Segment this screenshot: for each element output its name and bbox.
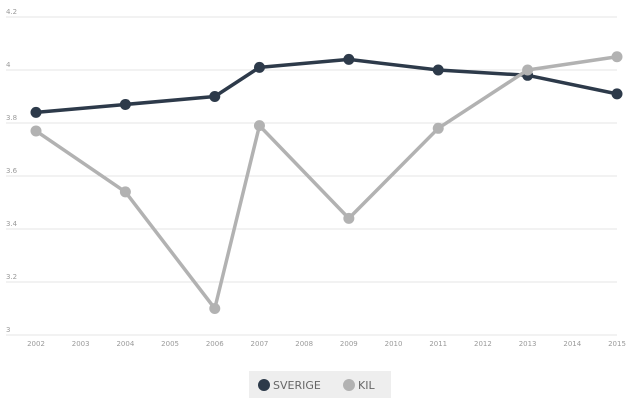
data-point-kil[interactable] <box>209 303 221 314</box>
legend-label-kil[interactable]: KIL <box>358 379 375 392</box>
data-point-sverige[interactable] <box>432 64 444 76</box>
data-point-kil[interactable] <box>432 122 444 134</box>
data-point-sverige[interactable] <box>343 53 355 65</box>
x-tick-label: 2013 <box>519 340 537 348</box>
x-tick-label: 2010 <box>385 340 403 348</box>
series-line-kil <box>34 55 619 311</box>
legend-marker-sverige <box>258 379 270 391</box>
x-tick-label: 2006 <box>206 340 224 348</box>
x-tick-label: 2015 <box>608 340 626 348</box>
x-tick-label: 2014 <box>563 340 581 348</box>
data-point-kil[interactable] <box>253 120 265 132</box>
legend-background <box>249 371 391 398</box>
y-tick-label: 3.8 <box>6 114 17 122</box>
x-tick-label: 2007 <box>251 340 269 348</box>
data-point-kil[interactable] <box>119 186 131 198</box>
y-tick-label: 3.4 <box>6 220 18 228</box>
data-point-kil[interactable] <box>611 51 623 63</box>
x-tick-label: 2003 <box>72 340 90 348</box>
legend-label-sverige[interactable]: SVERIGE <box>273 379 321 392</box>
data-point-kil[interactable] <box>522 64 534 76</box>
data-point-sverige[interactable] <box>253 61 265 73</box>
y-tick-label: 3.2 <box>6 273 17 281</box>
data-point-kil[interactable] <box>343 212 355 224</box>
grid-lines <box>6 16 617 336</box>
x-tick-label: 2009 <box>340 340 358 348</box>
x-tick-label: 2008 <box>295 340 313 348</box>
x-tick-label: 2004 <box>116 340 134 348</box>
x-axis: 2002 2003 2004 2005 2006 2007 2008 2009 2010 2011… <box>27 340 626 348</box>
y-tick-label: 4 <box>6 61 11 69</box>
data-point-kil[interactable] <box>30 125 42 137</box>
x-tick-label: 2002 <box>27 340 45 348</box>
data-point-sverige[interactable] <box>119 98 131 110</box>
y-tick-label: 3.6 <box>6 167 18 175</box>
series-group <box>30 51 623 314</box>
legend: SVERIGE KIL <box>249 371 391 398</box>
y-tick-label: 4.2 <box>6 8 17 16</box>
data-point-sverige[interactable] <box>611 88 623 100</box>
series-kil <box>30 51 623 314</box>
x-tick-label: 2012 <box>474 340 492 348</box>
y-tick-label: 3 <box>6 326 10 334</box>
y-axis: 3 3.2 3.4 3.6 3.8 4 4.2 <box>6 8 18 334</box>
x-tick-label: 2005 <box>161 340 179 348</box>
legend-marker-kil <box>343 379 355 391</box>
data-point-sverige[interactable] <box>30 106 42 118</box>
x-tick-label: 2011 <box>429 340 447 348</box>
series-line-sverige <box>34 57 619 115</box>
series-sverige <box>30 53 623 118</box>
data-point-sverige[interactable] <box>209 91 221 102</box>
